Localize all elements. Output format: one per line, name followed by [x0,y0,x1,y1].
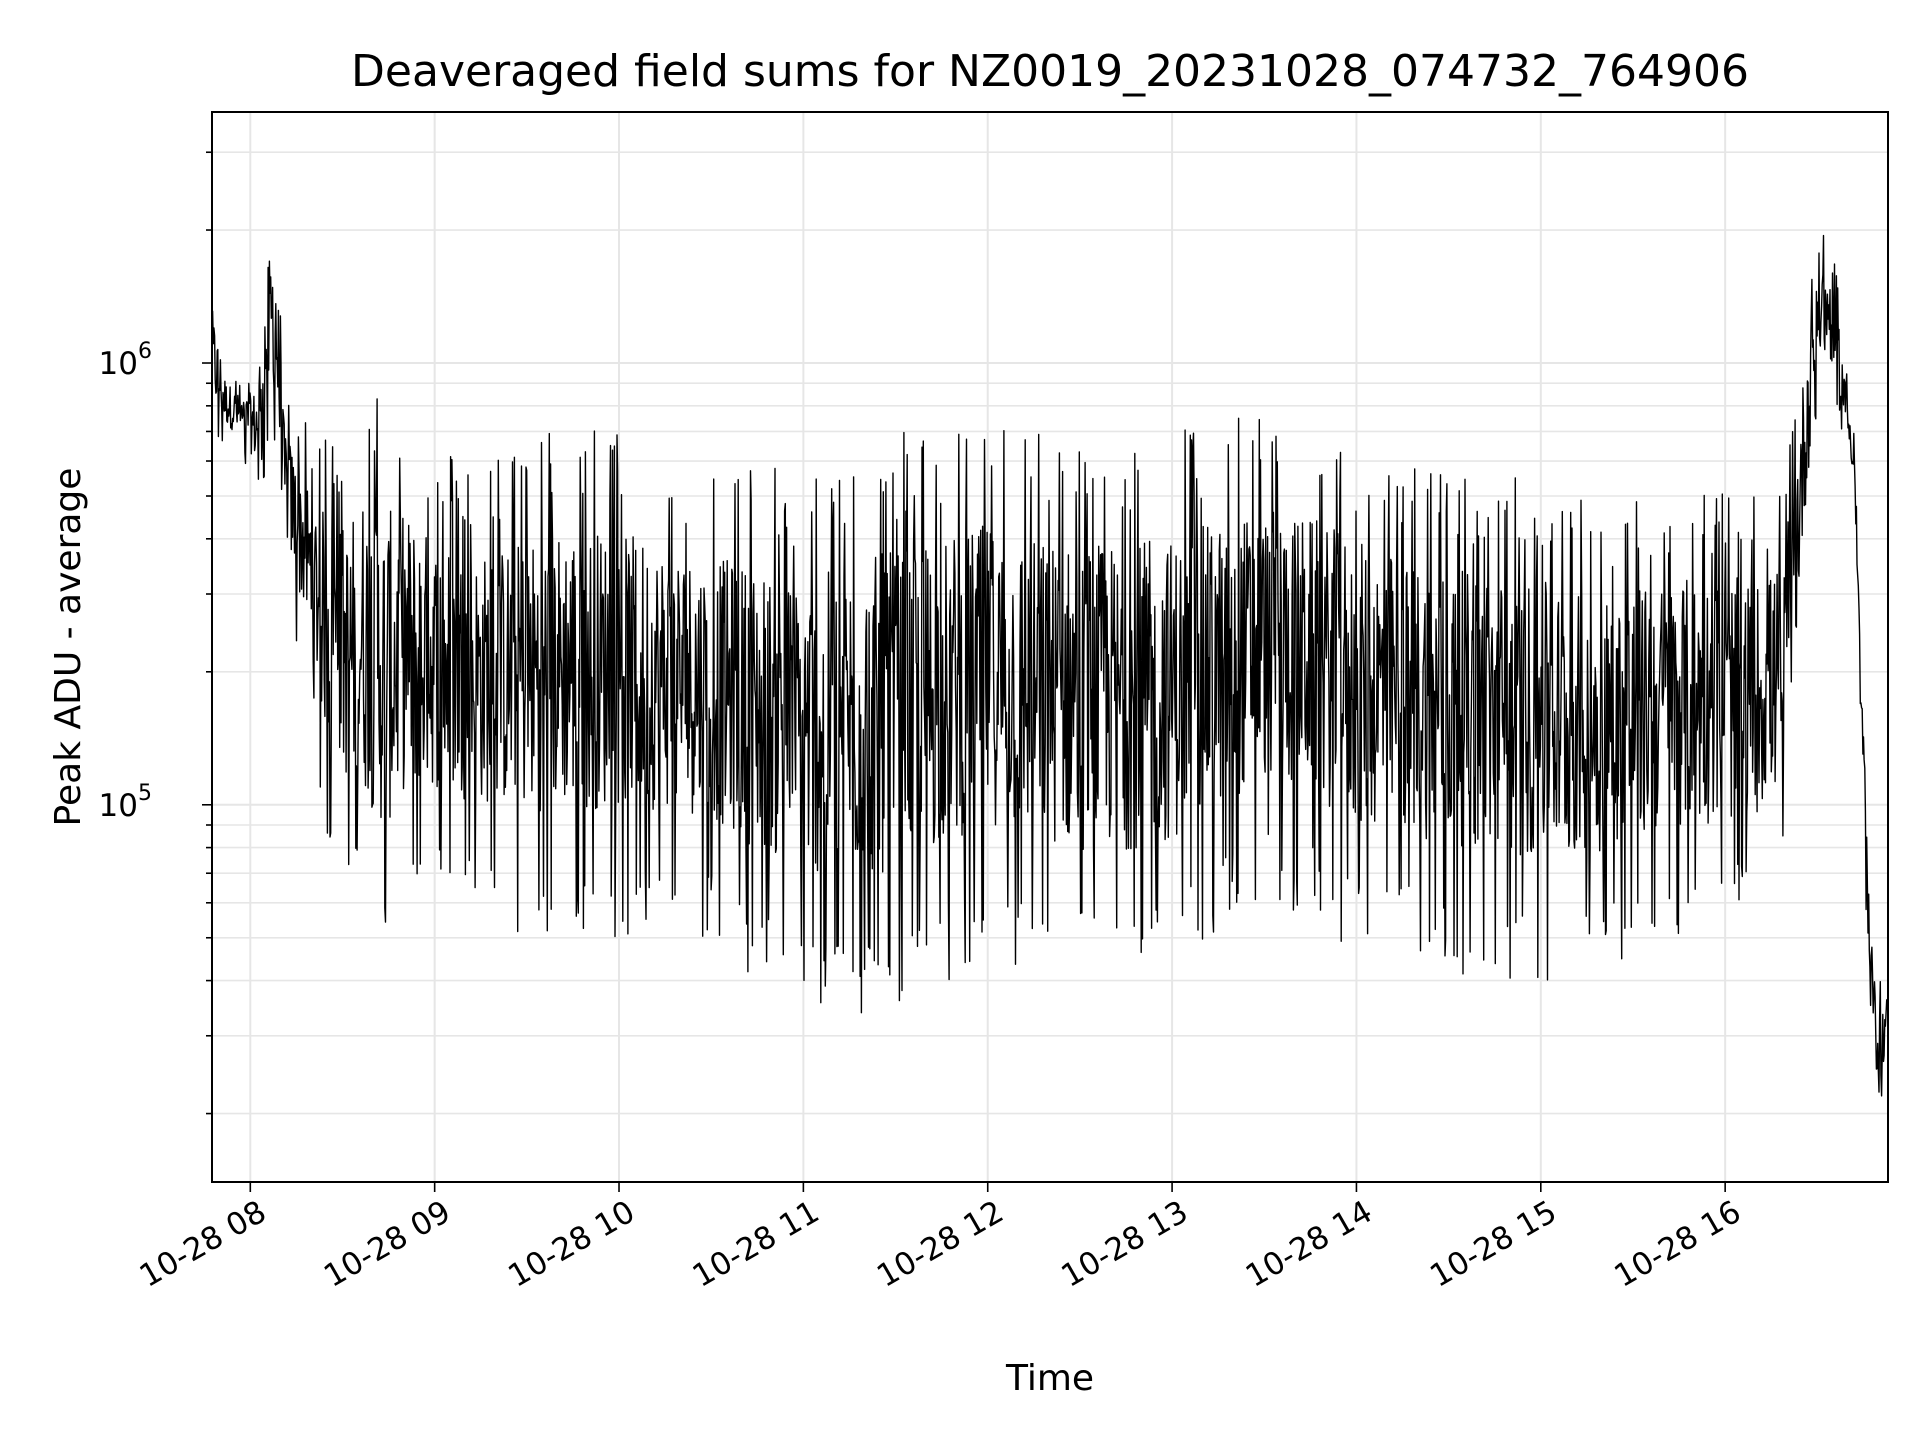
y-axis-label: Peak ADU - average [48,468,89,827]
series-line [212,234,1888,1097]
chart-title: Deaveraged field sums for NZ0019_2023102… [351,46,1749,97]
plot-frame [211,111,1889,1183]
x-axis-label: Time [1005,1358,1094,1399]
data-layer [212,234,1888,1097]
y-tick-exponent: 6 [138,339,152,364]
y-tick-exponent: 5 [138,781,152,806]
